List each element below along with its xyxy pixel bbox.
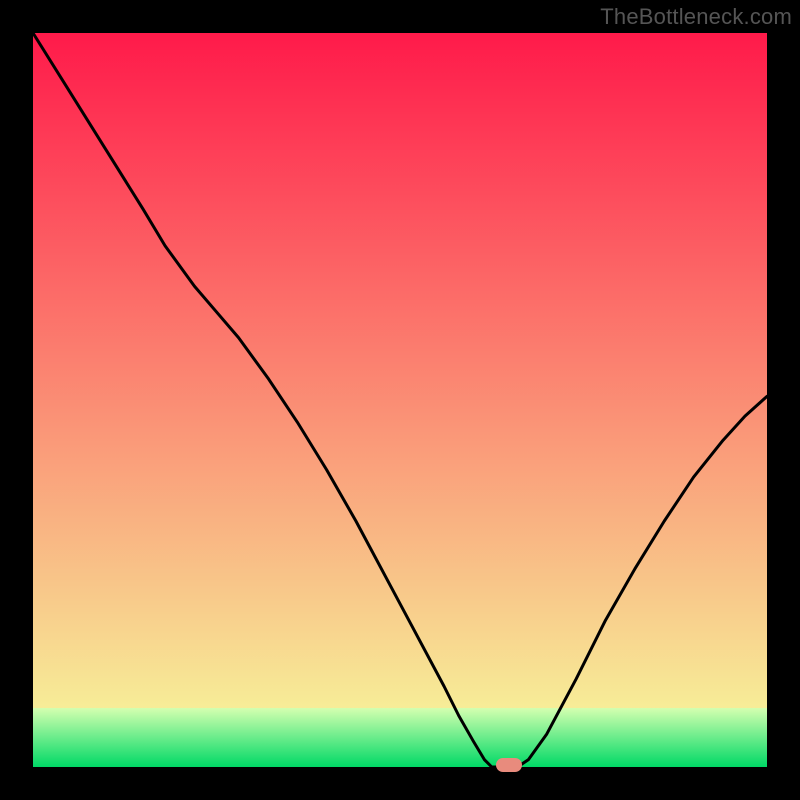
chart-canvas: TheBottleneck.com <box>0 0 800 800</box>
watermark-text: TheBottleneck.com <box>600 4 792 30</box>
bottleneck-curve <box>33 33 767 767</box>
plot-area <box>33 33 767 767</box>
curve-path <box>33 33 767 767</box>
optimal-marker <box>496 758 522 772</box>
